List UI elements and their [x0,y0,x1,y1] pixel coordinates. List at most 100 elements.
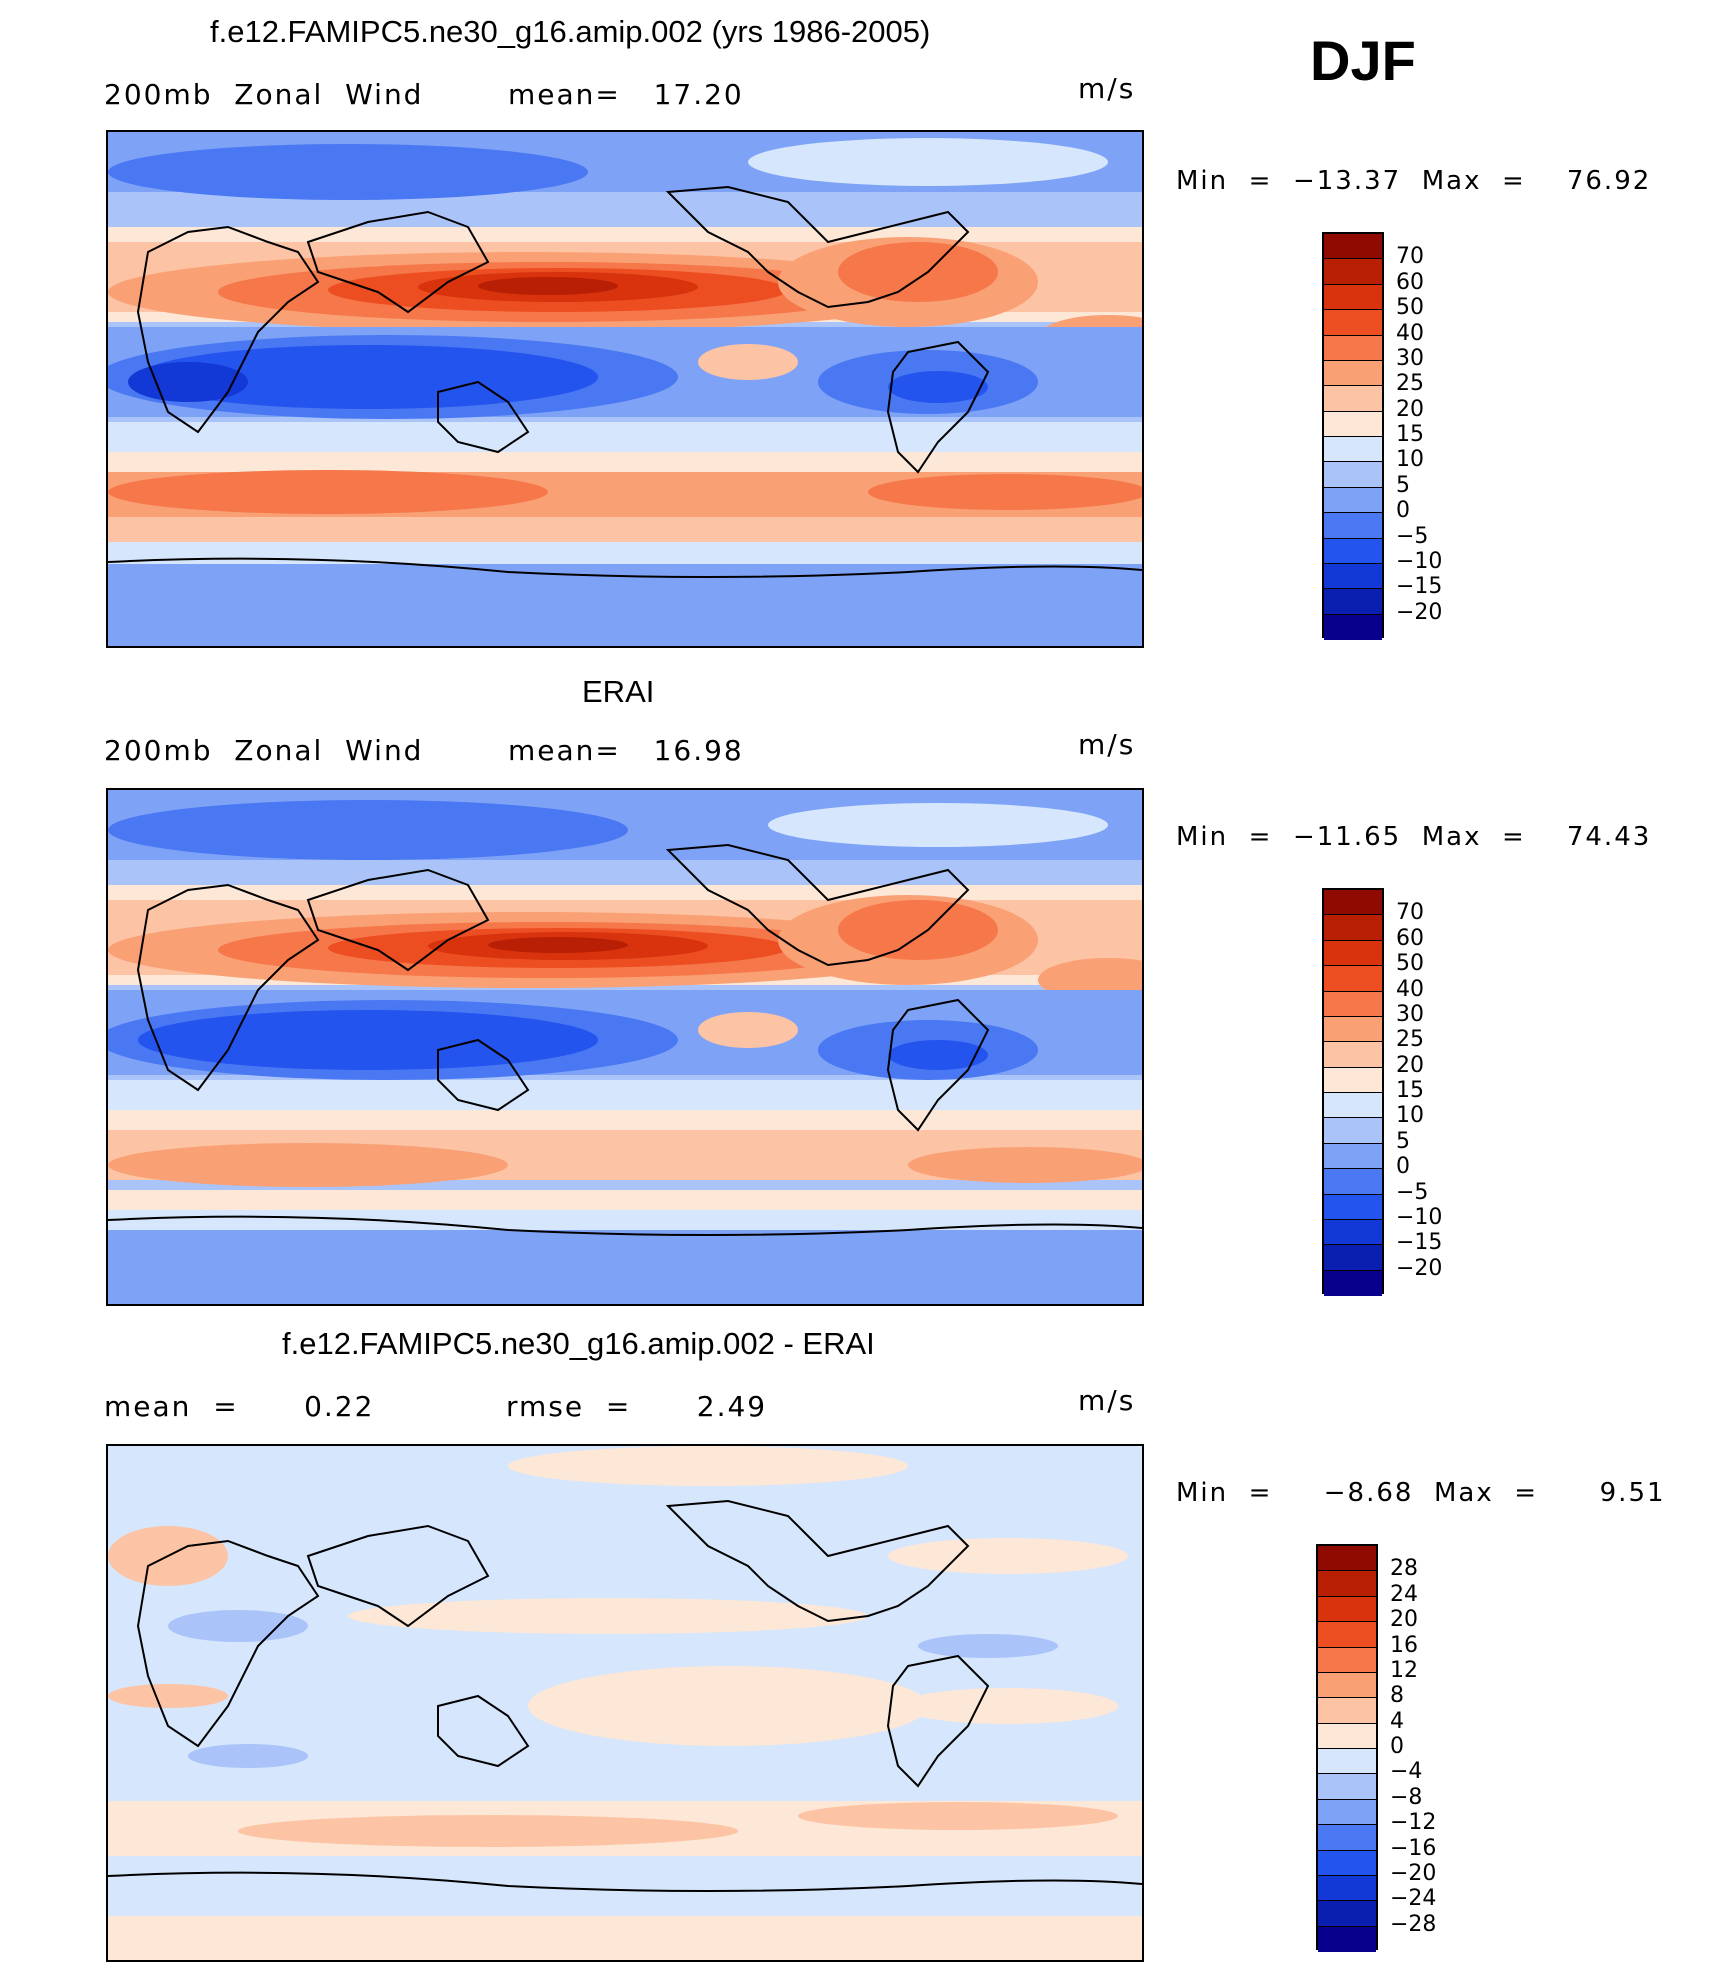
colorbar-tick-label: 5 [1396,472,1410,498]
colorbar-tick-label: 5 [1396,1128,1410,1154]
colorbar-swatch [1318,1926,1376,1952]
panel-2-variable-label: 200mb Zonal Wind [104,734,424,767]
panel-1-units: m/s [1078,72,1136,105]
panel-1-map [106,130,1144,648]
colorbar-swatch [1324,1067,1382,1093]
colorbar-tick-label: −10 [1396,548,1443,574]
panel-1-title: f.e12.FAMIPC5.ne30_g16.amip.002 (yrs 198… [210,14,931,49]
colorbar-swatch [1324,915,1382,941]
colorbar-tick-label: 70 [1396,900,1424,926]
panel-1-mean-label: mean= 17.20 [508,78,744,111]
colorbar-swatch [1324,1169,1382,1195]
panel-1-min-max: Min = −13.37 Max = 76.92 [1176,166,1652,196]
colorbar-swatch [1324,563,1382,590]
colorbar-tick-label: −20 [1396,1255,1443,1281]
panel-3-colorbar [1316,1544,1378,1952]
colorbar-swatch [1318,1774,1376,1800]
colorbar-tick-label: 50 [1396,951,1424,977]
panel-3-mean-label: mean = 0.22 [104,1390,375,1423]
colorbar-tick-label: 30 [1396,1001,1424,1027]
colorbar-tick-label: 28 [1390,1556,1418,1582]
colorbar-swatch [1324,310,1382,336]
colorbar-swatch [1324,1143,1382,1170]
panel-2-colorbar [1322,888,1384,1296]
colorbar-swatch [1318,1799,1376,1826]
colorbar-tick-label: 10 [1396,447,1424,473]
colorbar-swatch [1324,1194,1382,1220]
panel-3-rmse-label: rmse = 2.49 [506,1390,768,1423]
colorbar-tick-label: −20 [1396,599,1443,625]
panel-3-map [106,1444,1144,1962]
colorbar-swatch [1324,1016,1382,1043]
colorbar-tick-label: 0 [1390,1734,1404,1759]
colorbar-swatch [1318,1825,1376,1851]
colorbar-tick-label: 50 [1396,295,1424,321]
colorbar-swatch [1318,1622,1376,1648]
colorbar-tick-label: −12 [1390,1810,1437,1836]
colorbar-tick-label: 0 [1396,1154,1410,1180]
colorbar-swatch [1324,259,1382,285]
colorbar-tick-label: −4 [1390,1759,1423,1785]
colorbar-swatch [1324,966,1382,992]
colorbar-swatch [1324,360,1382,387]
colorbar-swatch [1324,1118,1382,1144]
colorbar-tick-label: 8 [1390,1683,1404,1709]
colorbar-swatch [1324,437,1382,463]
colorbar-swatch [1324,538,1382,564]
colorbar-swatch [1324,386,1382,412]
season-label: DJF [1310,29,1416,92]
colorbar-swatch [1324,940,1382,967]
colorbar-tick-label: 15 [1396,1078,1424,1103]
colorbar-swatch [1318,1850,1376,1876]
colorbar-swatch [1324,1219,1382,1246]
colorbar-tick-label: 60 [1396,925,1424,951]
colorbar-swatch [1318,1672,1376,1699]
colorbar-swatch [1318,1647,1376,1673]
colorbar-tick-label: −10 [1396,1204,1443,1230]
colorbar-tick-label: 15 [1396,422,1424,447]
colorbar-swatch [1324,1270,1382,1296]
colorbar-tick-label: 25 [1396,371,1424,397]
colorbar-swatch [1324,1093,1382,1119]
colorbar-swatch [1318,1546,1376,1572]
colorbar-tick-label: −8 [1390,1784,1423,1810]
colorbar-swatch [1318,1698,1376,1724]
colorbar-tick-label: 20 [1396,1052,1424,1078]
colorbar-tick-label: 10 [1396,1103,1424,1129]
colorbar-tick-label: −15 [1396,1230,1443,1256]
panel-3-min-max: Min = −8.68 Max = 9.51 [1176,1478,1666,1508]
colorbar-tick-label: 0 [1396,498,1410,524]
panel-2-map [106,788,1144,1306]
colorbar-tick-label: 60 [1396,269,1424,295]
colorbar-tick-label: −5 [1396,523,1429,549]
colorbar-tick-label: 30 [1396,345,1424,371]
panel-2-title: ERAI [582,674,655,709]
colorbar-swatch [1324,1245,1382,1271]
colorbar-tick-label: −5 [1396,1179,1429,1205]
colorbar-swatch [1324,335,1382,361]
colorbar-tick-label: −20 [1390,1860,1437,1886]
colorbar-swatch [1324,284,1382,311]
colorbar-tick-label: 70 [1396,244,1424,270]
panel-1-colorbar [1322,232,1384,640]
colorbar-swatch [1324,462,1382,488]
colorbar-swatch [1318,1749,1376,1775]
panel-3-title: f.e12.FAMIPC5.ne30_g16.amip.002 - ERAI [282,1326,875,1361]
colorbar-tick-label: 25 [1396,1027,1424,1053]
panel-2-units: m/s [1078,728,1136,761]
panel-2-min-max: Min = −11.65 Max = 74.43 [1176,822,1652,852]
colorbar-swatch [1324,589,1382,615]
colorbar-swatch [1318,1723,1376,1749]
colorbar-swatch [1324,991,1382,1017]
colorbar-swatch [1318,1875,1376,1902]
panel-3-units: m/s [1078,1384,1136,1417]
panel-2-mean-label: mean= 16.98 [508,734,744,767]
colorbar-tick-label: 40 [1396,320,1424,346]
colorbar-swatch [1324,487,1382,514]
colorbar-swatch [1324,890,1382,916]
panel-1-variable-label: 200mb Zonal Wind [104,78,424,111]
colorbar-tick-label: −16 [1390,1835,1437,1861]
colorbar-tick-label: 12 [1390,1657,1418,1683]
colorbar-tick-label: 40 [1396,976,1424,1002]
colorbar-tick-label: 20 [1390,1607,1418,1633]
